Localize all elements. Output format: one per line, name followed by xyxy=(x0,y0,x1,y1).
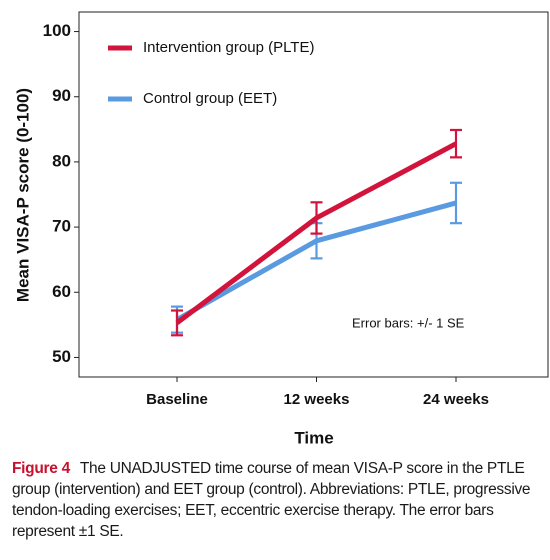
caption: Figure 4 The UNADJUSTED time course of me… xyxy=(12,458,542,542)
plot-frame xyxy=(78,11,549,378)
y-tick-label: 100 xyxy=(43,21,71,40)
x-axis-label: Time xyxy=(294,428,333,447)
y-tick-label: 60 xyxy=(52,282,71,301)
x-tick-label: 12 weeks xyxy=(284,391,350,408)
x-tick-label: Baseline xyxy=(146,391,208,408)
chart: Mean VISA-P score (0-100) Time Error bar… xyxy=(13,11,549,447)
caption-label: Figure 4 xyxy=(12,460,70,477)
series-line xyxy=(175,200,457,322)
error-bar xyxy=(450,181,462,225)
legend-label: Intervention group (PLTE) xyxy=(143,39,314,56)
series-line xyxy=(175,141,458,325)
x-tick-label: 24 weeks xyxy=(423,391,489,408)
y-tick-label: 80 xyxy=(52,151,71,170)
y-axis-label: Mean VISA-P score (0-100) xyxy=(13,88,32,302)
y-tick-label: 50 xyxy=(52,347,71,366)
y-tick-label: 70 xyxy=(52,217,71,236)
caption-text: The UNADJUSTED time course of mean VISA-… xyxy=(12,460,531,540)
annotation: Error bars: +/- 1 SE xyxy=(352,315,465,330)
legend-label: Control group (EET) xyxy=(143,90,277,107)
y-tick-label: 90 xyxy=(52,86,71,105)
